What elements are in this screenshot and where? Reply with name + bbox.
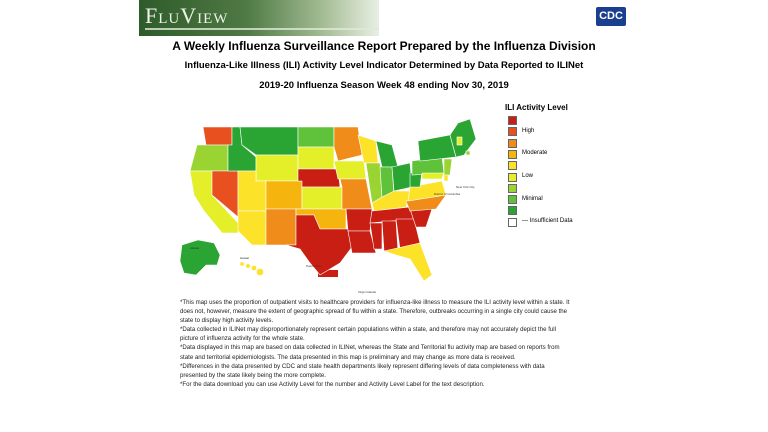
- legend-swatch: [508, 206, 517, 216]
- ili-activity-map: New York City District of Columbia Alask…: [179, 118, 477, 294]
- label-hawaii: Hawaii: [240, 256, 249, 260]
- state-nebraska[interactable]: [297, 168, 341, 188]
- state-washington[interactable]: [202, 126, 233, 146]
- state-vermont[interactable]: [456, 136, 463, 146]
- state-arizona[interactable]: [237, 210, 267, 246]
- legend-swatch: [508, 195, 517, 205]
- ili-legend: ILI Activity Level High Moderate Low Minima…: [505, 103, 595, 236]
- legend-swatch: [508, 183, 517, 193]
- state-texas[interactable]: [285, 214, 353, 276]
- fluview-logo: FluView: [145, 3, 229, 28]
- state-new-york[interactable]: [417, 134, 457, 162]
- report-subtitle: Influenza-Like Illness (ILI) Activity Le…: [184, 60, 584, 71]
- legend-label: — Insufficient Data: [522, 218, 573, 225]
- legend-swatch: [508, 161, 517, 171]
- state-alaska[interactable]: [179, 239, 221, 276]
- label-puerto-rico: Puerto Rico: [306, 264, 322, 268]
- footnote: *This map uses the proportion of outpati…: [180, 299, 570, 325]
- state-wisconsin[interactable]: [357, 134, 379, 164]
- legend-label: Moderate: [522, 150, 548, 157]
- label-new-york-city: New York City: [456, 185, 475, 189]
- state-louisiana[interactable]: [347, 230, 377, 254]
- state-ohio[interactable]: [391, 162, 413, 192]
- state-delaware[interactable]: [443, 174, 449, 182]
- cdc-logo[interactable]: CDC: [596, 7, 626, 26]
- state-iowa[interactable]: [333, 160, 367, 180]
- footnote: *For the data download you can use Activ…: [180, 380, 485, 388]
- legend-swatch: [508, 149, 517, 159]
- state-new-jersey[interactable]: [443, 158, 453, 176]
- legend-label: Low: [522, 173, 534, 179]
- legend-swatch: [508, 127, 517, 137]
- banner-rule: [145, 28, 379, 30]
- label-alaska: Alaska: [190, 246, 199, 250]
- legend-title: ILI Activity Level: [505, 103, 568, 112]
- state-new-mexico[interactable]: [265, 208, 297, 246]
- state-rhode-island[interactable]: [465, 150, 471, 156]
- legend-swatch: [508, 217, 517, 227]
- state-florida[interactable]: [382, 242, 433, 282]
- state-south-dakota[interactable]: [297, 146, 335, 170]
- label-district-of-columbia: District of Columbia: [434, 192, 460, 196]
- state-alabama[interactable]: [381, 220, 399, 252]
- report-title: A Weekly Influenza Surveillance Report P…: [172, 39, 596, 53]
- state-wyoming[interactable]: [255, 154, 299, 182]
- state-oregon[interactable]: [189, 144, 229, 172]
- legend-swatch: [508, 138, 517, 148]
- state-hawaii[interactable]: [239, 261, 264, 276]
- footnote: *Data collected in ILINet may disproport…: [180, 326, 556, 343]
- legend-swatch: [508, 172, 517, 182]
- state-arkansas[interactable]: [345, 208, 373, 232]
- state-missouri[interactable]: [339, 178, 373, 210]
- state-kansas[interactable]: [301, 186, 343, 210]
- legend-items: High Moderate Low Minimal — Insufficient Dat…: [505, 116, 595, 236]
- footnote: *Differences in the data presented by CD…: [180, 362, 545, 379]
- state-new-england[interactable]: [449, 118, 477, 158]
- state-mississippi[interactable]: [369, 222, 383, 250]
- legend-label: Minimal: [522, 195, 543, 202]
- state-colorado[interactable]: [265, 180, 303, 210]
- legend-swatch: [508, 116, 517, 125]
- fluview-banner: FluView: [139, 0, 379, 36]
- state-north-dakota[interactable]: [297, 126, 335, 148]
- footnote: *Data displayed in this map are based on…: [180, 344, 560, 361]
- report-period: 2019-20 Influenza Season Week 48 ending …: [259, 80, 509, 91]
- state-minnesota[interactable]: [333, 126, 363, 162]
- territory-puerto-rico[interactable]: [318, 270, 338, 277]
- label-virgin-islands: Virgin Islands: [358, 290, 376, 294]
- footnotes: *This map uses the proportion of outpati…: [180, 298, 572, 389]
- legend-label: High: [522, 127, 535, 134]
- state-maryland[interactable]: [421, 172, 445, 180]
